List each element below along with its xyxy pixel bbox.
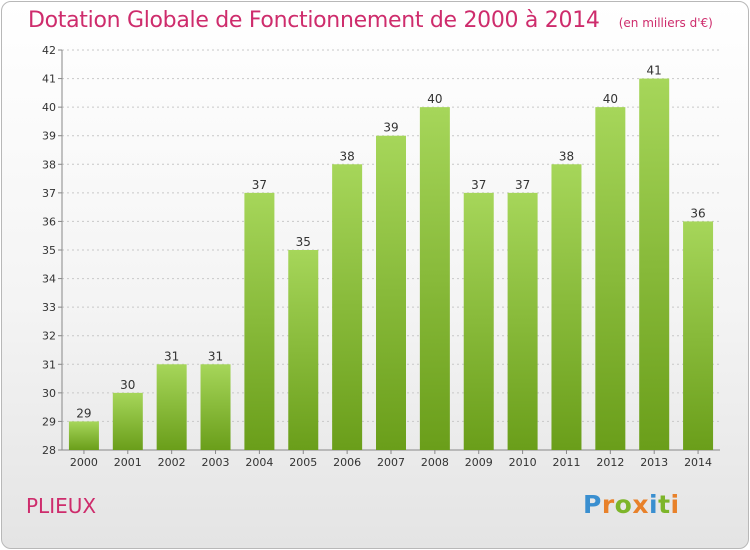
x-tick-label: 2010 bbox=[509, 456, 537, 469]
y-tick-label: 33 bbox=[42, 301, 56, 314]
x-tick-label: 2007 bbox=[377, 456, 405, 469]
y-tick-label: 39 bbox=[42, 130, 56, 143]
x-tick-label: 2002 bbox=[158, 456, 186, 469]
x-tick-label: 2012 bbox=[596, 456, 624, 469]
chart-title: Dotation Globale de Fonctionnement de 20… bbox=[28, 8, 600, 33]
bar bbox=[200, 364, 231, 450]
bar bbox=[68, 421, 99, 450]
y-tick-label: 37 bbox=[42, 187, 56, 200]
labels: 28 29 30 31 32 33 34 35 36 37 38 39 40 41 42 29 2000 30 20… bbox=[42, 44, 712, 469]
logo-letter: x bbox=[632, 490, 649, 519]
bar bbox=[156, 364, 187, 450]
x-tick-label: 2005 bbox=[289, 456, 317, 469]
data-label: 31 bbox=[208, 349, 223, 363]
data-label: 40 bbox=[603, 92, 618, 106]
logo-letter: i bbox=[670, 490, 680, 519]
x-tick-label: 2001 bbox=[114, 456, 142, 469]
y-tick-label: 31 bbox=[42, 358, 56, 371]
data-label: 35 bbox=[296, 235, 311, 249]
data-label: 30 bbox=[120, 378, 135, 392]
data-label: 41 bbox=[647, 64, 662, 78]
y-tick-label: 28 bbox=[42, 444, 56, 457]
bar bbox=[332, 164, 363, 451]
bar bbox=[376, 135, 406, 450]
data-label: 36 bbox=[690, 206, 705, 220]
y-tick-label: 29 bbox=[42, 415, 56, 428]
data-label: 40 bbox=[427, 92, 442, 106]
bar bbox=[639, 78, 670, 451]
bars bbox=[68, 78, 714, 451]
logo-letter: r bbox=[601, 490, 615, 519]
y-tick-label: 38 bbox=[42, 158, 56, 171]
chart-subtitle: (en milliers d'€) bbox=[618, 16, 713, 30]
data-label: 39 bbox=[383, 121, 398, 135]
logo-letter: t bbox=[658, 490, 671, 519]
logo-letter: P bbox=[583, 490, 602, 519]
y-tick-label: 34 bbox=[42, 273, 56, 286]
x-tick-label: 2013 bbox=[640, 456, 668, 469]
bar bbox=[463, 192, 494, 450]
bar bbox=[595, 107, 626, 451]
y-tick-label: 30 bbox=[42, 387, 56, 400]
data-label: 37 bbox=[252, 178, 267, 192]
x-tick-label: 2004 bbox=[245, 456, 273, 469]
x-tick-label: 2003 bbox=[202, 456, 230, 469]
logo-letter: o bbox=[614, 490, 633, 519]
y-tick-label: 36 bbox=[42, 215, 56, 228]
bar bbox=[112, 392, 143, 450]
data-label: 29 bbox=[76, 406, 91, 420]
logo-letter: i bbox=[649, 490, 659, 519]
bar bbox=[683, 221, 714, 450]
data-label: 37 bbox=[515, 178, 530, 192]
commune-name: PLIEUX bbox=[26, 494, 97, 518]
y-tick-label: 41 bbox=[42, 73, 56, 86]
data-label: 38 bbox=[559, 149, 574, 163]
bar bbox=[288, 250, 319, 450]
bar bbox=[507, 192, 538, 450]
y-tick-label: 35 bbox=[42, 244, 56, 257]
chart-header: Dotation Globale de Fonctionnement de 20… bbox=[28, 8, 713, 33]
data-label: 37 bbox=[471, 178, 486, 192]
x-tick-label: 2014 bbox=[684, 456, 712, 469]
bar bbox=[419, 107, 450, 451]
data-label: 38 bbox=[339, 149, 354, 163]
y-tick-label: 32 bbox=[42, 330, 56, 343]
data-label: 31 bbox=[164, 349, 179, 363]
x-tick-label: 2000 bbox=[70, 456, 98, 469]
bar bbox=[551, 164, 582, 451]
y-tick-label: 40 bbox=[42, 101, 56, 114]
proxiti-logo: Proxiti bbox=[583, 490, 680, 519]
x-tick-label: 2009 bbox=[465, 456, 493, 469]
x-tick-label: 2006 bbox=[333, 456, 361, 469]
bar bbox=[244, 192, 275, 450]
y-tick-label: 42 bbox=[42, 44, 56, 57]
x-tick-label: 2008 bbox=[421, 456, 449, 469]
x-tick-label: 2011 bbox=[552, 456, 580, 469]
